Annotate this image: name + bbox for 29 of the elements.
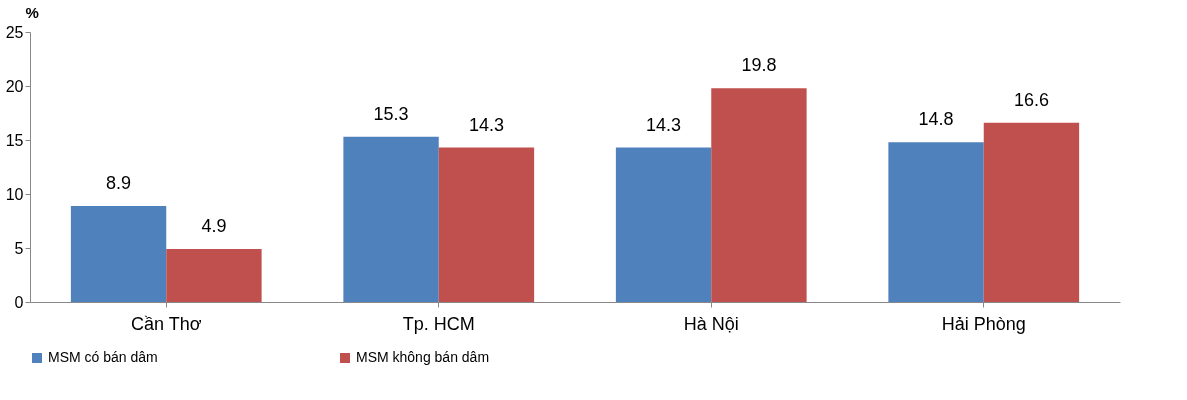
bar [343,136,439,302]
y-tick-label: 20 [5,77,24,95]
y-tick-label: 25 [5,23,24,41]
data-label: 8.9 [106,172,132,193]
y-axis-title: % [25,3,39,21]
x-tick-label: Cần Thơ [130,313,202,334]
data-label: 14.8 [918,109,954,130]
data-label: 14.3 [468,114,504,135]
data-label: 15.3 [373,103,409,124]
bar [615,147,712,302]
bar [711,88,807,302]
x-tick-label: Hà Nội [683,313,739,334]
legend-label: MSM có bán dâm [48,349,158,365]
y-tick-label: 5 [14,239,24,257]
bar [983,122,1080,302]
x-tick-label: Tp. HCM [402,313,475,334]
bar [70,205,167,302]
y-tick-label: 0 [14,293,24,311]
data-label: 4.9 [201,216,227,237]
bar [438,147,535,302]
bar [166,249,262,302]
x-tick-label: Hải Phòng [941,313,1026,334]
y-tick-label: 15 [5,131,24,149]
y-tick-label: 10 [5,185,24,203]
data-label: 19.8 [741,55,777,76]
legend-label: MSM không bán dâm [356,349,490,365]
bar [888,142,984,302]
data-label: 14.3 [646,114,682,135]
data-label: 16.6 [1013,89,1049,110]
